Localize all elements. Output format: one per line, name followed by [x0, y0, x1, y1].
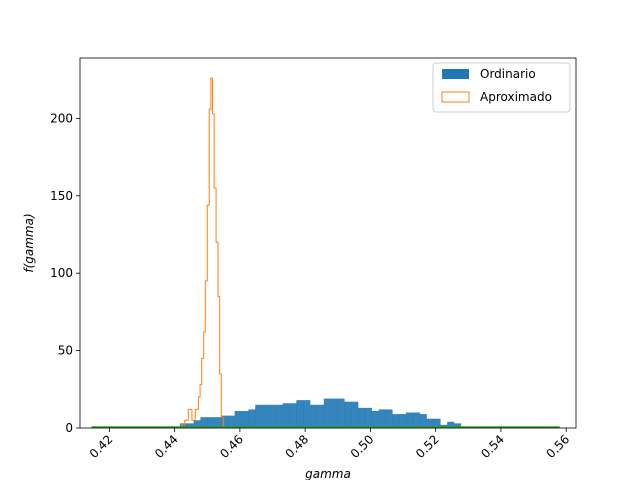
histogram-bar-ordinario: [453, 423, 462, 428]
histogram-bar-ordinario: [351, 401, 359, 428]
histogram-bar-ordinario: [371, 410, 379, 428]
histogram-bar-ordinario: [207, 417, 215, 428]
histogram-bar-ordinario: [268, 404, 277, 428]
histogram-bar-ordinario: [358, 407, 366, 428]
histogram-bar-ordinario: [200, 417, 208, 428]
histogram-bar-ordinario: [399, 414, 407, 428]
histogram-bar-ordinario: [447, 421, 455, 428]
histogram-bar-ordinario: [227, 415, 235, 428]
histogram-bar-ordinario: [303, 400, 311, 428]
histogram-bar-ordinario: [262, 404, 270, 428]
y-axis-label: f(gamma): [22, 213, 36, 272]
histogram-bar-ordinario: [426, 418, 434, 428]
histogram-bar-ordinario: [316, 404, 325, 428]
histogram-bar-ordinario: [433, 418, 441, 428]
y-axis: 0 50 100 150 200: [50, 111, 80, 435]
legend-label-ordinario: Ordinario: [480, 67, 536, 81]
histogram-bar-ordinario: [186, 423, 194, 428]
histogram-bar-ordinario: [385, 409, 393, 428]
legend: Ordinario Aproximado: [432, 62, 571, 113]
y-tick-label: 50: [58, 344, 73, 358]
histogram-bar-ordinario: [179, 423, 187, 428]
histogram-bar-ordinario: [296, 400, 304, 428]
histogram-bar-ordinario: [241, 410, 249, 428]
histogram-bar-ordinario: [248, 409, 256, 428]
legend-swatch-ordinario: [442, 69, 469, 79]
histogram-bar-ordinario: [275, 404, 283, 428]
histogram-bar-ordinario: [392, 414, 400, 428]
histogram-bar-ordinario: [412, 412, 420, 428]
histogram-bar-ordinario: [405, 412, 414, 428]
histogram-bar-ordinario: [337, 398, 345, 428]
histogram-bar-ordinario: [282, 403, 290, 428]
y-tick-label: 150: [50, 189, 73, 203]
y-tick-label: 0: [65, 421, 73, 435]
histogram-bar-ordinario: [234, 410, 242, 428]
axes-frame: [79, 57, 577, 429]
x-axis: 0.42 0.44 0.46 0.48 0.50 0.52 0.54 0.56: [87, 428, 572, 461]
histogram-bar-ordinario: [419, 414, 427, 428]
histogram-bar-ordinario: [193, 420, 201, 428]
x-axis-label: gamma: [305, 467, 351, 480]
plot-area: [91, 77, 560, 429]
histogram-bar-ordinario: [323, 398, 331, 428]
histogram-step-aproximado: [180, 77, 226, 428]
y-tick-label: 100: [50, 266, 73, 280]
legend-label-aproximado: Aproximado: [480, 90, 552, 104]
histogram-bar-ordinario: [364, 407, 373, 428]
histogram-bar-ordinario: [255, 404, 263, 428]
histogram-bar-ordinario: [289, 403, 297, 428]
histogram-bar-ordinario: [214, 417, 222, 428]
histogram-bar-ordinario: [344, 401, 352, 428]
histogram-bar-ordinario: [310, 404, 318, 428]
histogram-bar-ordinario: [330, 398, 338, 428]
legend-swatch-aproximado: [441, 91, 470, 103]
histogram-bar-ordinario: [220, 415, 229, 428]
histogram-bar-ordinario: [378, 409, 386, 428]
y-tick-label: 200: [50, 111, 73, 125]
